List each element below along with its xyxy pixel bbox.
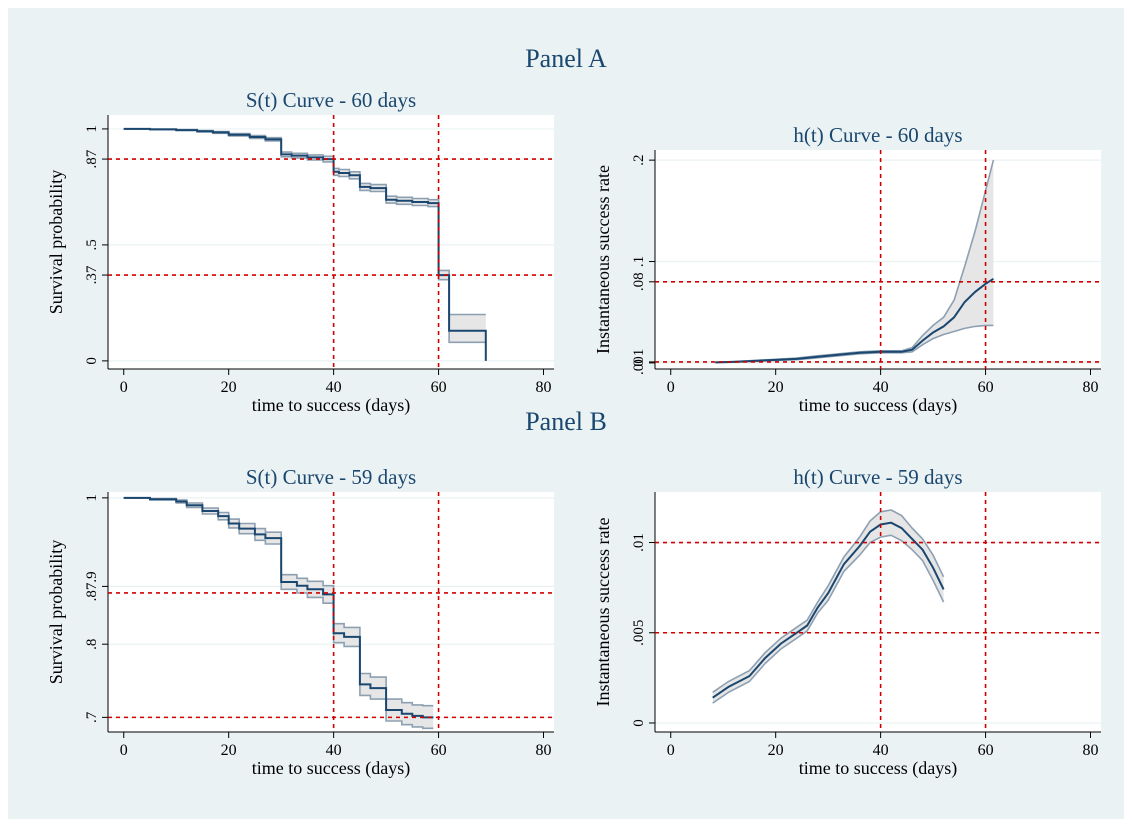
plot-area: [655, 150, 1101, 369]
chart-2: h(t) Curve - 60 days 0 20 40 60 80 time to suc…: [593, 123, 1101, 416]
panel-b-title: Panel B: [525, 407, 607, 436]
x-tick-label: 20: [768, 379, 784, 396]
y-tick-label: .2: [631, 155, 647, 166]
ci-upper-line: [712, 509, 945, 693]
y-axis-label: Survival probability: [46, 540, 66, 684]
y-tick-label: .5: [84, 239, 100, 250]
ci-band: [712, 510, 944, 704]
plot-area: [108, 115, 554, 369]
x-tick-label: 60: [431, 742, 447, 759]
estimate-curve: [715, 277, 994, 364]
chart-1: S(t) Curve - 60 days 0 20 40 60 80 time to suc…: [46, 88, 554, 416]
x-axis-label: time to success (days): [252, 758, 410, 779]
y-tick-label: .87.9: [84, 571, 100, 601]
chart-title: h(t) Curve - 60 days: [793, 123, 962, 147]
x-tick-label: 80: [1083, 379, 1099, 396]
y-tick-label: .005: [631, 620, 647, 646]
y-tick-label: .1: [631, 256, 647, 267]
x-tick-label: 40: [326, 379, 342, 396]
y-tick-label: .01: [631, 533, 647, 552]
y-tick-label: 0: [631, 719, 647, 727]
y-tick-label: 1: [84, 125, 100, 133]
chart-3: S(t) Curve - 59 days 0 20 40 60 80 time to suc…: [46, 465, 554, 779]
x-tick-label: 20: [221, 379, 237, 396]
x-tick-label: 80: [1083, 742, 1099, 759]
x-tick-label: 80: [536, 379, 552, 396]
y-tick-label: 0: [631, 359, 647, 367]
y-tick-label: 1: [84, 494, 100, 502]
x-axis-label: time to success (days): [799, 395, 957, 416]
y-axis-label: Instantaneous success rate: [593, 165, 613, 354]
y-axis-label: Instantaneous success rate: [593, 518, 613, 707]
x-tick-label: 20: [768, 742, 784, 759]
chart-title: S(t) Curve - 59 days: [246, 465, 416, 489]
x-tick-label: 0: [120, 742, 128, 759]
ci-lower-line: [712, 534, 945, 704]
x-tick-label: 40: [873, 742, 889, 759]
x-tick-label: 20: [221, 742, 237, 759]
y-tick-label: .87: [84, 149, 100, 168]
chart-title: S(t) Curve - 60 days: [246, 88, 416, 112]
x-tick-label: 40: [326, 742, 342, 759]
x-axis-label: time to success (days): [252, 395, 410, 416]
chart-title: h(t) Curve - 59 days: [793, 465, 962, 489]
x-tick-label: 0: [120, 379, 128, 396]
x-tick-label: 0: [667, 379, 675, 396]
y-tick-label: .001: [631, 349, 647, 375]
y-tick-label: .37: [84, 265, 100, 284]
panel-a-title: Panel A: [525, 44, 607, 73]
x-axis-label: time to success (days): [799, 758, 957, 779]
y-tick-label: .08: [631, 272, 647, 291]
x-tick-label: 80: [536, 742, 552, 759]
x-tick-label: 0: [667, 742, 675, 759]
x-tick-label: 60: [978, 379, 994, 396]
plot-area: [108, 492, 554, 732]
chart-4: h(t) Curve - 59 days 0 20 40 60 80 time to suc…: [593, 465, 1101, 779]
y-tick-label: .8: [84, 639, 100, 650]
y-axis-label: Survival probability: [46, 170, 66, 314]
y-tick-label: .7: [84, 711, 100, 723]
x-tick-label: 60: [431, 379, 447, 396]
x-tick-label: 60: [978, 742, 994, 759]
estimate-curve: [123, 496, 434, 719]
estimate-curve: [712, 521, 945, 699]
y-tick-label: 0: [84, 357, 100, 365]
x-tick-label: 40: [873, 379, 889, 396]
